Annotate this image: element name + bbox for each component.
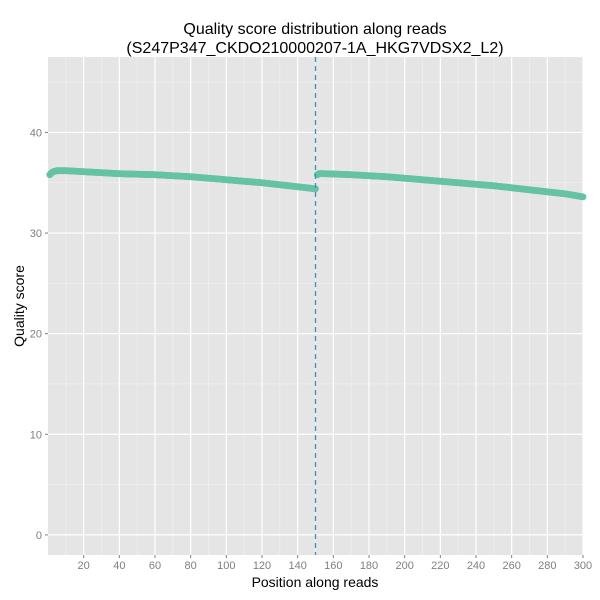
x-tick-label: 300: [574, 560, 592, 572]
major-grid: [48, 57, 584, 555]
y-tick-label: 10: [30, 429, 42, 441]
quality-point: [578, 193, 586, 201]
series-layer: [46, 167, 587, 201]
x-tick-label: 120: [253, 560, 271, 572]
x-tick-label: 20: [78, 560, 90, 572]
tick-labels: 20 40 60 80 100 120 140 160 180 200 220 240 260 280 30…: [30, 127, 592, 572]
x-tick-label: 100: [217, 560, 235, 572]
y-tick-label: 20: [30, 329, 42, 341]
x-tick-label: 200: [395, 560, 413, 572]
y-tick-label: 40: [30, 127, 42, 139]
quality-point: [311, 185, 319, 193]
x-tick-label: 60: [149, 560, 161, 572]
y-tick-label: 30: [30, 228, 42, 240]
x-tick-label: 280: [538, 560, 556, 572]
x-tick-label: 80: [185, 560, 197, 572]
tick-layer: [45, 131, 584, 558]
chart-title: Quality score distribution along reads: [183, 21, 446, 38]
x-tick-label: 260: [502, 560, 520, 572]
minor-grid: [48, 57, 583, 555]
x-tick-label: 160: [324, 560, 342, 572]
x-tick-label: 180: [360, 560, 378, 572]
y-tick-label: 0: [36, 530, 42, 542]
x-tick-label: 240: [467, 560, 485, 572]
x-tick-label: 220: [431, 560, 449, 572]
x-tick-label: 40: [113, 560, 125, 572]
x-axis-title: Position along reads: [252, 574, 379, 590]
chart-subtitle: (S247P347_CKDO210000207-1A_HKG7VDSX2_L2): [126, 40, 503, 57]
y-axis-title: Quality score: [11, 265, 27, 347]
x-tick-label: 140: [288, 560, 306, 572]
